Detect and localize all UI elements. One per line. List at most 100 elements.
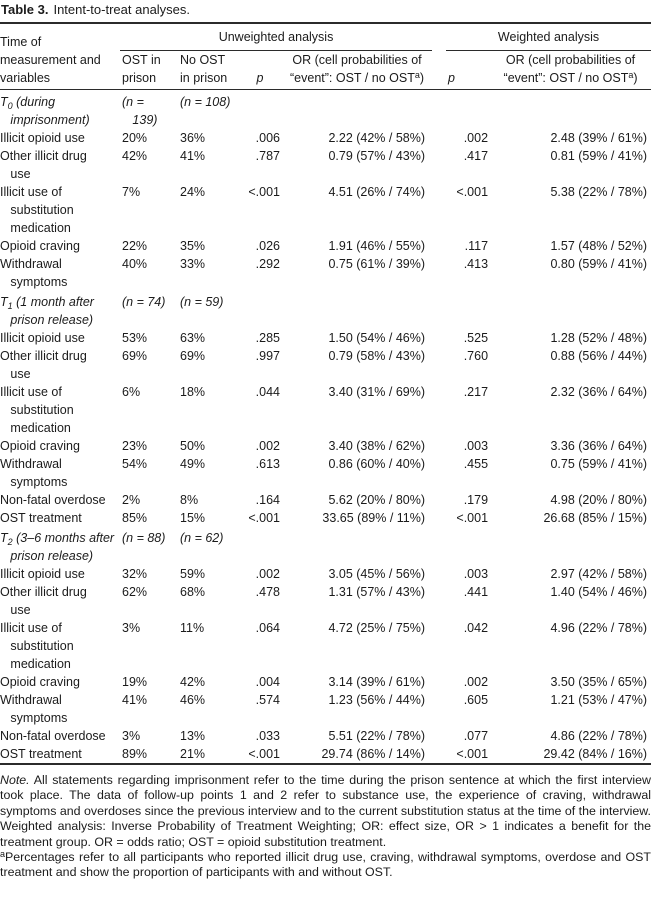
weighted-or-cell: 4.98 (20% / 80%) bbox=[550, 493, 648, 507]
or-cell: 3.40 (31% / 69%) bbox=[328, 385, 426, 399]
variable-label-cell: Non-fatal overdose bbox=[0, 493, 106, 507]
n-ost-cell: (n = 88) bbox=[122, 531, 166, 545]
general-note: Note. All statements regarding imprisonm… bbox=[0, 773, 651, 850]
or-header-footnote-mark: a bbox=[628, 70, 634, 80]
p-value-cell: <.001 bbox=[248, 511, 280, 525]
variable-data-row: Illicit use of substitution medication 6%… bbox=[0, 383, 651, 437]
p-value-cell: .574 bbox=[255, 693, 280, 707]
group-header-weighted: Weighted analysis bbox=[432, 23, 651, 51]
timepoint-description: (1 month after prison release) bbox=[10, 295, 94, 327]
or-header-line2: “event”: OST / no OST bbox=[503, 71, 629, 85]
ost-percent-cell: 53% bbox=[122, 331, 148, 345]
weighted-p-value-cell: .117 bbox=[464, 239, 489, 253]
p-value-cell: .478 bbox=[255, 585, 280, 599]
weighted-p-value-cell: .605 bbox=[463, 693, 489, 707]
variable-data-row: Other illicit drug use 69% 69% .997 0.79 (58… bbox=[0, 347, 651, 383]
weighted-or-cell: 2.97 (42% / 58%) bbox=[550, 567, 648, 581]
no-ost-percent-cell: 21% bbox=[180, 747, 206, 761]
weighted-p-value-cell: .179 bbox=[463, 493, 489, 507]
ost-percent-cell: 62% bbox=[122, 585, 148, 599]
variable-data-row: Illicit use of substitution medication 7%… bbox=[0, 183, 651, 237]
or-cell: 0.86 (60% / 40%) bbox=[328, 457, 426, 471]
or-header-line1: OR (cell probabilities of bbox=[505, 53, 636, 67]
timepoint-description: (during imprisonment) bbox=[10, 95, 90, 127]
weighted-or-cell: 1.28 (52% / 48%) bbox=[550, 331, 648, 345]
intent-to-treat-table: Time of measurement and variables Unweig… bbox=[0, 22, 651, 765]
or-header-footnote-mark: a bbox=[414, 70, 420, 80]
empty-cell bbox=[238, 527, 282, 565]
weighted-or-cell: 1.40 (54% / 46%) bbox=[550, 585, 648, 599]
timepoint-t: T bbox=[0, 95, 8, 109]
weighted-or-cell: 5.38 (22% / 78%) bbox=[550, 185, 648, 199]
or-header-close-paren: ) bbox=[633, 71, 638, 85]
table-caption-text: Intent-to-treat analyses. bbox=[53, 2, 191, 17]
or-cell: 0.79 (58% / 43%) bbox=[328, 349, 426, 363]
or-cell: 3.05 (45% / 56%) bbox=[328, 567, 426, 581]
group-header-unweighted: Unweighted analysis bbox=[120, 23, 433, 51]
ost-percent-cell: 3% bbox=[122, 621, 141, 635]
variable-data-row: Opioid craving 22% 35% .026 1.91 (46% / 55%)… bbox=[0, 237, 651, 255]
table-number-label: Table 3. bbox=[1, 2, 49, 17]
variable-data-row: Withdrawal symptoms 40% 33% .292 0.75 (61% /… bbox=[0, 255, 651, 291]
or-cell: 1.50 (54% / 46%) bbox=[328, 331, 426, 345]
footnote-a-text: Percentages refer to all participants wh… bbox=[0, 850, 651, 880]
no-ost-percent-cell: 41% bbox=[180, 149, 206, 163]
n-ost-cell: (n = 74) bbox=[122, 295, 166, 309]
empty-cell bbox=[432, 291, 490, 329]
variable-data-row: OST treatment 85% 15% <.001 33.65 (89% / 11%… bbox=[0, 509, 651, 527]
weighted-p-value-cell: <.001 bbox=[456, 185, 489, 199]
weighted-or-cell: 0.80 (59% / 41%) bbox=[550, 257, 648, 271]
weighted-p-value-cell: .077 bbox=[463, 729, 489, 743]
no-ost-percent-cell: 46% bbox=[180, 693, 206, 707]
variable-label-cell: Illicit opioid use bbox=[0, 567, 85, 581]
or-cell: 5.62 (20% / 80%) bbox=[328, 493, 426, 507]
timepoint-subscript: 0 bbox=[7, 101, 13, 111]
weighted-or-cell: 3.36 (36% / 64%) bbox=[550, 439, 648, 453]
no-ost-percent-cell: 18% bbox=[180, 385, 206, 399]
footnote-a: aPercentages refer to all participants w… bbox=[0, 850, 651, 881]
col-header-or-weighted: OR (cell probabilities of “event”: OST /… bbox=[490, 51, 651, 90]
variable-data-row: Non-fatal overdose 3% 13% .033 5.51 (22% / 7… bbox=[0, 727, 651, 745]
weighted-analysis-label: Weighted analysis bbox=[446, 28, 651, 51]
variable-label-cell: Opioid craving bbox=[0, 239, 80, 253]
variable-label-cell: Other illicit drug use bbox=[0, 349, 87, 381]
or-cell: 5.51 (22% / 78%) bbox=[328, 729, 426, 743]
p-value-cell: .044 bbox=[255, 385, 280, 399]
variable-data-row: Opioid craving 19% 42% .004 3.14 (39% / 61%)… bbox=[0, 673, 651, 691]
weighted-or-cell: 4.86 (22% / 78%) bbox=[550, 729, 648, 743]
ost-percent-cell: 23% bbox=[122, 439, 148, 453]
weighted-p-value-cell: .217 bbox=[463, 385, 489, 399]
empty-cell bbox=[238, 291, 282, 329]
p-value-cell: .033 bbox=[255, 729, 280, 743]
p-value-cell: .004 bbox=[255, 675, 280, 689]
empty-cell bbox=[490, 527, 651, 565]
empty-cell bbox=[490, 291, 651, 329]
or-header-close-paren: ) bbox=[419, 71, 425, 85]
table-notes: Note. All statements regarding imprisonm… bbox=[0, 773, 651, 881]
col-header-no-ost-in-prison: No OST in prison bbox=[178, 51, 238, 90]
timepoint-section-row: T0 (during imprisonment) (n = 139) (n = 10… bbox=[0, 90, 651, 130]
ost-percent-cell: 54% bbox=[122, 457, 148, 471]
timepoint-label-cell: T1 (1 month after prison release) bbox=[0, 291, 120, 329]
no-ost-percent-cell: 42% bbox=[180, 675, 206, 689]
timepoint-section-row: T1 (1 month after prison release) (n = 74… bbox=[0, 291, 651, 329]
weighted-or-cell: 1.57 (48% / 52%) bbox=[550, 239, 648, 253]
weighted-p-value-cell: .003 bbox=[463, 567, 489, 581]
col-header-or-unweighted: OR (cell probabilities of “event”: OST /… bbox=[282, 51, 433, 90]
weighted-p-value-cell: .417 bbox=[463, 149, 489, 163]
variable-label-cell: Illicit opioid use bbox=[0, 131, 85, 145]
col-header-p-weighted: p bbox=[432, 51, 491, 90]
ost-percent-cell: 42% bbox=[122, 149, 148, 163]
empty-cell bbox=[282, 527, 432, 565]
p-value-cell: .787 bbox=[255, 149, 280, 163]
or-cell: 3.40 (38% / 62%) bbox=[328, 439, 426, 453]
variable-label-cell: Illicit use of substitution medication bbox=[0, 385, 74, 435]
weighted-or-cell: 26.68 (85% / 15%) bbox=[543, 511, 648, 525]
weighted-or-cell: 2.32 (36% / 64%) bbox=[550, 385, 648, 399]
or-cell: 0.79 (57% / 43%) bbox=[328, 149, 426, 163]
no-ost-percent-cell: 59% bbox=[180, 567, 206, 581]
variable-label-cell: Non-fatal overdose bbox=[0, 729, 106, 743]
weighted-p-value-cell: .002 bbox=[463, 131, 489, 145]
variable-label-cell: Withdrawal symptoms bbox=[0, 457, 68, 489]
variable-label-cell: OST treatment bbox=[0, 747, 82, 761]
